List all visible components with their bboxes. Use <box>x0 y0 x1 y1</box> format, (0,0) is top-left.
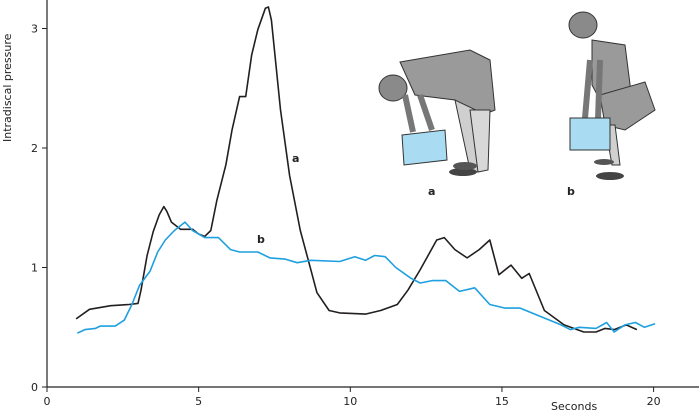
y-tick-label: 1 <box>31 262 38 275</box>
x-axis-label: Seconds <box>551 400 597 411</box>
y-tick-label: 0 <box>31 381 38 394</box>
axes <box>46 0 699 388</box>
series-b-line <box>76 221 656 334</box>
figure-b-label: b <box>567 185 575 198</box>
x-tick-label: 0 <box>44 395 51 408</box>
y-axis-label: Intradiscal pressure <box>1 33 14 142</box>
series-a-line <box>75 6 638 333</box>
x-tick-label: 20 <box>647 395 661 408</box>
y-tick-label: 2 <box>31 142 38 155</box>
series-b-label: b <box>257 233 265 246</box>
x-tick-label: 10 <box>343 395 357 408</box>
figure-a-label: a <box>428 185 435 198</box>
y-tick-label: 3 <box>31 23 38 36</box>
x-tick-label: 15 <box>495 395 509 408</box>
series-a-label: a <box>292 152 299 165</box>
x-tick-label: 5 <box>195 395 202 408</box>
figure-a-illustration <box>378 49 496 176</box>
figure-b-illustration <box>568 11 656 180</box>
